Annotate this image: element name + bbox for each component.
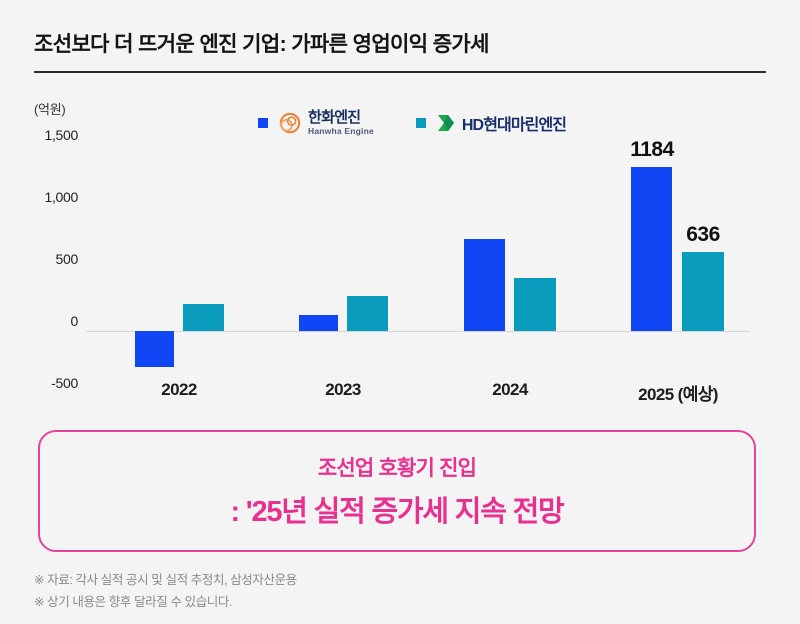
footnotes: ※ 자료: 각사 실적 공시 및 실적 추정치, 삼성자산운용 ※ 상기 내용은… bbox=[34, 570, 734, 614]
hanwha-logo-ko: 한화엔진 bbox=[308, 109, 361, 126]
plot-area: 1184 636 bbox=[86, 128, 750, 378]
legend-item-hd-hyundai-marine-engine[interactable]: HD현대마린엔진 bbox=[415, 111, 567, 135]
chart-legend: 한화엔진 Hanwha Engine HD현대마린엔진 bbox=[258, 110, 567, 136]
header-divider bbox=[34, 71, 766, 73]
x-label-2022: 2022 bbox=[161, 380, 197, 399]
footnote-source: ※ 자료: 각사 실적 공시 및 실적 추정치, 삼성자산운용 bbox=[34, 573, 297, 587]
y-tick-1000: 1,000 bbox=[44, 189, 78, 205]
callout-line-2: : '25년 실적 증가세 지속 전망 bbox=[230, 496, 564, 528]
legend-swatch-hd bbox=[415, 117, 426, 128]
x-label-2024: 2024 bbox=[492, 380, 528, 399]
hanwha-logo-en: Hanwha Engine bbox=[308, 126, 374, 136]
x-axis: 2022 2023 2024 2025 (예상) bbox=[86, 380, 750, 410]
legend-item-hanwha-engine[interactable]: 한화엔진 Hanwha Engine bbox=[258, 110, 374, 136]
y-axis-unit-label: (억원) bbox=[34, 102, 66, 117]
hd-chevron-mark-icon bbox=[437, 114, 454, 131]
hd-logo-ko: HD현대마린엔진 bbox=[461, 116, 567, 134]
bar-hd-2022[interactable] bbox=[183, 304, 224, 331]
bar-hanwha-2025[interactable] bbox=[631, 167, 672, 331]
callout-line-1: 조선업 호황기 진입 bbox=[317, 457, 477, 480]
header: 조선보다 더 뜨거운 엔진 기업: 가파른 영업이익 증가세 bbox=[34, 28, 766, 73]
bar-hd-2024[interactable] bbox=[514, 278, 556, 331]
y-tick-minus500: -500 bbox=[51, 375, 78, 391]
y-tick-1500: 1,500 bbox=[44, 127, 78, 143]
bar-value-hanwha-2025: 1184 bbox=[630, 138, 674, 161]
bar-hd-2023[interactable] bbox=[347, 296, 388, 331]
bar-chart: (억원) 한화엔진 Hanwha Engine bbox=[0, 102, 750, 410]
y-axis: 1,500 1,000 500 0 -500 bbox=[0, 127, 79, 391]
callout-box: 조선업 호황기 진입 : '25년 실적 증가세 지속 전망 bbox=[38, 430, 756, 552]
y-tick-500: 500 bbox=[55, 251, 79, 267]
hanwha-circle-mark-icon bbox=[279, 112, 301, 133]
x-label-2023: 2023 bbox=[325, 380, 361, 399]
hanwha-engine-logo: 한화엔진 Hanwha Engine bbox=[277, 110, 374, 136]
hanwha-logo-text: 한화엔진 Hanwha Engine bbox=[308, 110, 374, 136]
bar-hd-2025[interactable] bbox=[682, 252, 724, 331]
bar-hanwha-2024[interactable] bbox=[464, 239, 505, 331]
page-title: 조선보다 더 뜨거운 엔진 기업: 가파른 영업이익 증가세 bbox=[34, 33, 489, 56]
footnote-disclaimer: ※ 상기 내용은 향후 달라질 수 있습니다. bbox=[34, 594, 233, 609]
hd-marine-engine-logo: HD현대마린엔진 bbox=[435, 111, 567, 135]
zero-baseline bbox=[86, 331, 750, 332]
y-tick-0: 0 bbox=[70, 313, 79, 329]
legend-swatch-hanwha bbox=[258, 117, 268, 128]
x-label-2025: 2025 (예상) bbox=[638, 385, 718, 404]
bar-value-hd-2025: 636 bbox=[686, 223, 720, 246]
bar-hanwha-2023[interactable] bbox=[299, 315, 338, 331]
bar-hanwha-2022[interactable] bbox=[135, 331, 174, 367]
